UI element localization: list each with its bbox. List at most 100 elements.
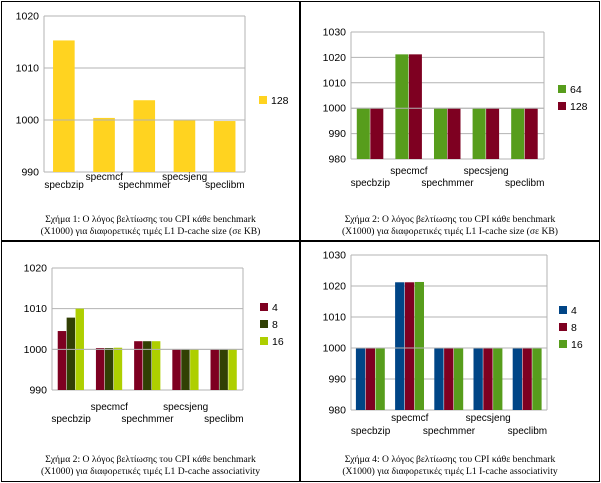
x-category-label: specmcf	[86, 172, 123, 183]
bar	[433, 108, 447, 159]
y-tick-label: 990	[21, 167, 39, 179]
x-category-label: specsjeng	[466, 413, 511, 424]
caption-line-1: Σχήμα 1: Ο λόγος βελτίωσης του CPI κάθε …	[45, 214, 256, 225]
y-tick-label: 990	[29, 385, 47, 397]
y-tick-label: 990	[328, 374, 346, 386]
x-category-label: specmcf	[91, 402, 128, 413]
legend-swatch	[260, 337, 268, 345]
y-tick-label: 1000	[323, 343, 347, 355]
caption-line-2: (X1000) για διαφορετικές τιμές L1 D-cach…	[40, 466, 261, 477]
bar	[414, 281, 424, 410]
bar	[173, 120, 196, 172]
bar	[365, 348, 375, 410]
bar	[133, 100, 156, 172]
bar	[228, 349, 237, 390]
legend-swatch	[260, 303, 268, 311]
x-category-label: specsjeng	[464, 166, 509, 177]
bar	[210, 349, 219, 390]
bar	[486, 108, 500, 159]
bar	[151, 341, 161, 390]
bar	[447, 108, 461, 159]
legend-label: 64	[570, 84, 582, 96]
y-tick-label: 1010	[323, 77, 347, 89]
y-tick-label: 990	[328, 128, 346, 140]
y-tick-label: 1000	[24, 344, 48, 356]
bar	[375, 348, 385, 410]
caption-line-2: (X1000) για διαφορετικές τιμές L1 D-cach…	[40, 226, 261, 237]
chart-dcache-size: 990100010101020specbzipspecmcfspechmmers…	[16, 11, 289, 192]
legend-swatch	[559, 340, 567, 348]
figure-caption: Σχήμα 4: Ο λόγος βελτίωσης του CPI κάθε …	[301, 454, 599, 478]
bar	[444, 348, 454, 410]
x-category-label: specmcf	[390, 166, 427, 177]
y-tick-label: 1010	[323, 312, 347, 324]
bar	[219, 349, 228, 390]
chart-panel-icache-size: 980 990 1000 1010 1020 1030 specbzip specmcf spe…	[300, 1, 600, 241]
x-category-label: specbzip	[351, 178, 391, 189]
x-category-label: specbzip	[51, 414, 91, 425]
bar	[104, 348, 114, 390]
legend-swatch	[259, 96, 267, 104]
bar	[473, 348, 483, 410]
bar	[522, 348, 532, 410]
legend-label: 128	[570, 101, 588, 113]
x-category-label: specsjeng	[163, 402, 208, 413]
bar	[434, 348, 444, 410]
bar	[53, 40, 75, 172]
legend-swatch	[559, 323, 567, 331]
bar	[493, 348, 503, 410]
bar	[512, 348, 522, 410]
legend-swatch	[559, 306, 567, 314]
x-category-label: speclibm	[508, 426, 547, 437]
x-category-label: spechmmer	[121, 414, 174, 425]
y-tick-label: 1020	[323, 52, 347, 64]
bar	[181, 349, 190, 390]
x-category-label: specsjeng	[162, 172, 207, 183]
bar	[408, 54, 422, 159]
legend-label: 4	[571, 305, 577, 317]
bar	[143, 341, 152, 390]
bar	[172, 349, 181, 390]
chart-panel-dcache-assoc: 990 1000 1010 1020 specbzip specmcf spechmmer s…	[1, 241, 300, 482]
bar	[355, 348, 366, 410]
bar	[483, 348, 493, 410]
bar	[95, 348, 105, 390]
chart-icache-size: 9809901000101010201030specbzipspecmcfspe…	[323, 27, 588, 190]
y-tick-label: 1030	[323, 27, 347, 39]
bar	[404, 282, 415, 410]
bar	[472, 108, 486, 159]
x-category-label: spechmmer	[423, 426, 476, 437]
x-category-label: specbzip	[351, 426, 391, 437]
bar	[113, 347, 123, 390]
caption-line-2: (X1000) για διαφορετικές τιμές L1 I-cach…	[341, 226, 559, 237]
x-category-label: spechmmer	[118, 180, 171, 191]
y-tick-label: 1020	[24, 263, 48, 275]
legend-label: 8	[571, 322, 577, 334]
bar	[524, 108, 538, 159]
legend-label: 16	[272, 336, 284, 348]
y-tick-label: 1020	[323, 281, 347, 293]
legend-swatch	[558, 102, 566, 110]
bar	[532, 348, 542, 410]
caption-line-1: Σχήμα 2: Ο λόγος βελτίωσης του CPI κάθε …	[45, 454, 256, 465]
bar	[190, 349, 199, 390]
caption-line-2: (X1000) για διαφορετικές τιμές L1 I-cach…	[342, 466, 558, 477]
y-tick-label: 980	[328, 154, 346, 166]
x-category-label: specmcf	[391, 413, 428, 424]
legend-swatch	[260, 320, 268, 328]
caption-line-1: Σχήμα 4: Ο λόγος βελτίωσης του CPI κάθε …	[344, 454, 556, 465]
y-tick-label: 1030	[323, 250, 347, 262]
figure-caption: Σχήμα 1: Ο λόγος βελτίωσης του CPI κάθε …	[2, 214, 299, 238]
figure-caption: Σχήμα 2: Ο λόγος βελτίωσης του CPI κάθε …	[301, 214, 599, 238]
bar	[395, 282, 405, 410]
x-category-label: speclibm	[205, 180, 244, 191]
legend-label: 16	[571, 339, 583, 351]
legend-label: 8	[272, 319, 278, 331]
caption-line-1: Σχήμα 2: Ο λόγος βελτίωσης του CPI κάθε …	[344, 214, 556, 225]
figure-caption: Σχήμα 2: Ο λόγος βελτίωσης του CPI κάθε …	[2, 454, 299, 478]
x-category-label: speclibm	[505, 178, 544, 189]
y-tick-label: 1000	[16, 115, 40, 127]
legend-label: 4	[272, 302, 278, 314]
bar	[93, 117, 115, 172]
